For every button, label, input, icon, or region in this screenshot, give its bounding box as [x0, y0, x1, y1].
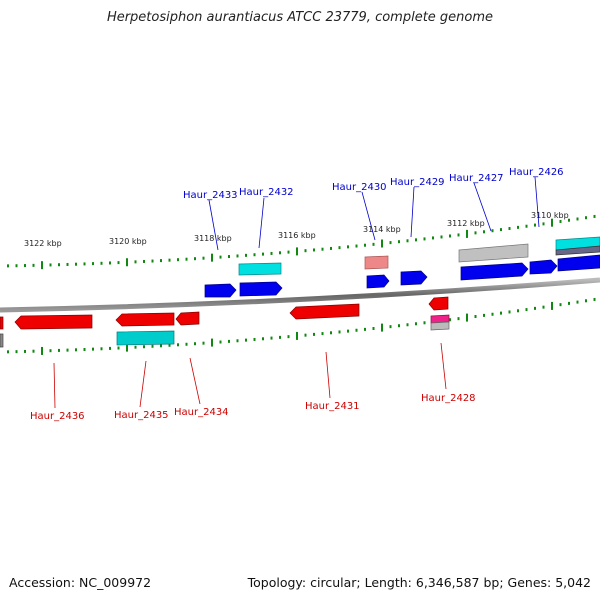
gene-label[interactable]: Haur_2434 — [174, 407, 229, 418]
gene-label[interactable]: Haur_2433 — [183, 190, 238, 201]
forward-features — [204, 236, 600, 298]
reverse-features — [0, 296, 450, 348]
pseudo-feature[interactable] — [458, 243, 529, 263]
cds-arrow[interactable] — [115, 312, 175, 327]
cds-arrow[interactable] — [14, 314, 93, 330]
pseudo-feature[interactable] — [430, 321, 450, 331]
cds-arrow[interactable] — [428, 296, 449, 311]
topology-text: Topology: circular; Length: 6,346,587 bp… — [247, 575, 591, 590]
scale-label: 3116 kbp — [278, 231, 316, 240]
scale-labels: 3122 kbp 3120 kbp 3118 kbp 3116 kbp 3114… — [24, 211, 569, 248]
gene-label[interactable]: Haur_2429 — [390, 177, 445, 188]
gene-label[interactable]: Haur_2432 — [239, 187, 294, 198]
cds-arrow[interactable] — [204, 283, 237, 298]
cds-arrow[interactable] — [529, 259, 558, 275]
gene-label[interactable]: Haur_2428 — [421, 393, 476, 404]
scale-label: 3110 kbp — [531, 211, 569, 220]
gene-label[interactable]: Haur_2430 — [332, 182, 387, 193]
accession-text: Accession: NC_009972 — [9, 575, 152, 590]
pseudo-feature[interactable] — [555, 245, 600, 256]
genome-backbone — [0, 277, 600, 313]
label-leaders — [53, 176, 540, 409]
scale-ticks-top — [7, 214, 596, 270]
rna-feature[interactable] — [238, 262, 282, 276]
gene-label[interactable]: Haur_2427 — [449, 173, 504, 184]
scale-label: 3114 kbp — [363, 225, 401, 234]
gene-label[interactable]: Haur_2436 — [30, 411, 85, 422]
cds-arrow[interactable] — [400, 270, 428, 286]
map-title: Herpetosiphon aurantiacus ATCC 23779, co… — [106, 10, 494, 25]
gene-label[interactable]: Haur_2426 — [509, 167, 564, 178]
gene-label[interactable]: Haur_2431 — [305, 401, 360, 412]
pseudo-feature[interactable] — [364, 255, 389, 270]
scale-label: 3120 kbp — [109, 237, 147, 246]
pseudo-feature[interactable] — [0, 333, 4, 348]
scale-label: 3122 kbp — [24, 239, 62, 248]
cds-arrow[interactable] — [366, 274, 390, 289]
cds-arrow[interactable] — [239, 281, 283, 297]
cds-arrow[interactable] — [557, 254, 600, 272]
gene-label[interactable]: Haur_2435 — [114, 410, 169, 421]
scale-label: 3112 kbp — [447, 219, 485, 228]
rna-feature[interactable] — [116, 330, 175, 346]
cds-arrow[interactable] — [460, 262, 529, 281]
scale-label: 3118 kbp — [194, 234, 232, 243]
cds-arrow[interactable] — [289, 303, 360, 320]
cds-arrow[interactable] — [0, 316, 4, 330]
cds-arrow[interactable] — [175, 311, 200, 326]
